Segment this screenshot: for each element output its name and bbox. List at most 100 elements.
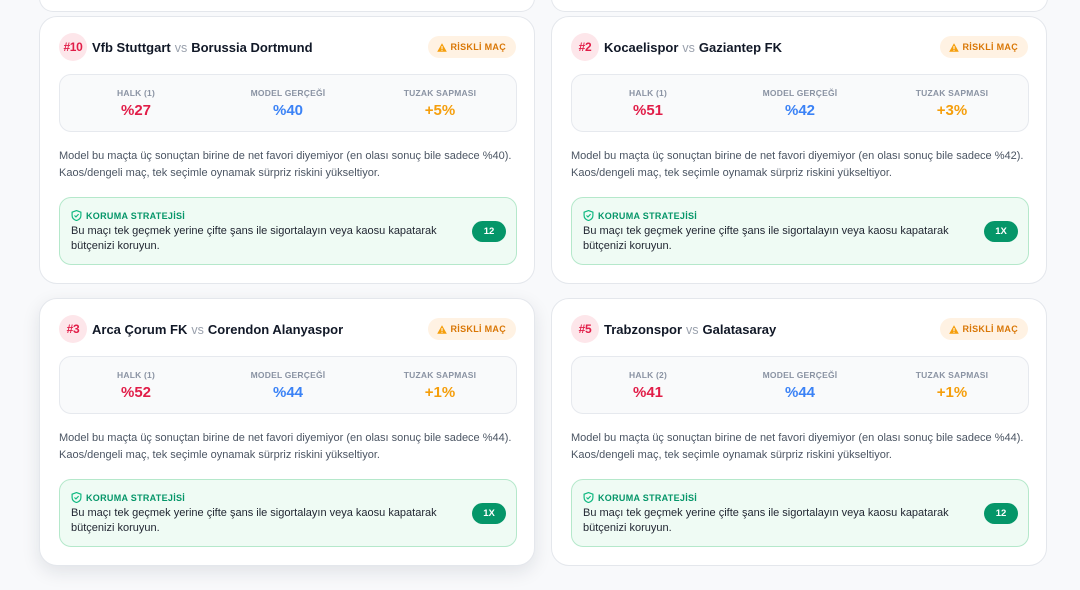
trap-label: TUZAK SAPMASI (403, 370, 477, 380)
vs-label: vs (682, 40, 695, 55)
risky-match-label: RİSKLİ MAÇ (962, 324, 1018, 334)
protection-title-label: KORUMA STRATEJİSİ (86, 492, 186, 503)
match-card[interactable]: #3 Arca Çorum FK vs Corendon Alanyaspor Rİ… (39, 298, 535, 566)
model-label: MODEL GERÇEĞİ (762, 88, 838, 98)
risky-match-badge: RİSKLİ MAÇ (427, 36, 516, 58)
trap-label: TUZAK SAPMASI (915, 88, 989, 98)
protection-title: KORUMA STRATEJİSİ (71, 210, 185, 221)
suggested-pick-badge[interactable]: 1X (472, 503, 506, 524)
away-team: Borussia Dortmund (191, 39, 313, 55)
model-stat: MODEL GERÇEĞİ %40 (212, 75, 364, 131)
protection-title: KORUMA STRATEJİSİ (583, 210, 697, 221)
protection-title-label: KORUMA STRATEJİSİ (598, 210, 698, 221)
public-value: %52 (120, 384, 152, 401)
home-team: Kocaelispor (604, 39, 679, 55)
trap-stat: TUZAK SAPMASI +1% (364, 357, 516, 413)
suggested-pick-badge[interactable]: 12 (472, 221, 506, 242)
protection-strategy: KORUMA STRATEJİSİ Bu maçı tek geçmek yer… (571, 197, 1029, 265)
model-label: MODEL GERÇEĞİ (250, 370, 326, 380)
match-header: #10 Vfb Stuttgart vs Borussia Dortmund RİS… (59, 33, 516, 61)
protection-text: Bu maçı tek geçmek yerine çifte şans ile… (71, 225, 437, 252)
suggested-pick-badge[interactable]: 12 (984, 503, 1018, 524)
public-value: %41 (632, 384, 664, 401)
model-stat: MODEL GERÇEĞİ %42 (724, 75, 876, 131)
protection-strategy: KORUMA STRATEJİSİ Bu maçı tek geçmek yer… (59, 479, 517, 547)
match-description: Model bu maçta üç sonuçtan birine de net… (59, 150, 512, 179)
risky-match-label: RİSKLİ MAÇ (962, 42, 1018, 52)
model-value: %44 (784, 384, 816, 401)
stats-panel: HALK (1) %52 MODEL GERÇEĞİ %44 TUZAK SAP… (59, 356, 517, 414)
shield-icon (583, 210, 594, 221)
model-value: %44 (272, 384, 304, 401)
risky-match-badge: RİSKLİ MAÇ (427, 318, 516, 340)
model-value: %40 (272, 102, 304, 119)
protection-text: Bu maçı tek geçmek yerine çifte şans ile… (583, 507, 949, 534)
warning-icon (948, 324, 959, 334)
match-title: Vfb Stuttgart vs Borussia Dortmund (92, 40, 313, 55)
public-value: %27 (120, 102, 152, 119)
vs-label: vs (686, 322, 699, 337)
stats-panel: HALK (1) %27 MODEL GERÇEĞİ %40 TUZAK SAP… (59, 74, 517, 132)
warning-icon (948, 42, 959, 52)
model-stat: MODEL GERÇEĞİ %44 (212, 357, 364, 413)
trap-value: +3% (936, 102, 968, 119)
rank-badge: #3 (59, 315, 87, 343)
warning-icon (436, 324, 447, 334)
risky-match-badge: RİSKLİ MAÇ (939, 318, 1028, 340)
public-value: %51 (632, 102, 664, 119)
shield-icon (583, 492, 594, 503)
vs-label: vs (174, 40, 188, 55)
suggested-pick-badge[interactable]: 1X (984, 221, 1018, 242)
match-description: Model bu maçta üç sonuçtan birine de net… (571, 432, 1024, 461)
risky-match-label: RİSKLİ MAÇ (450, 42, 506, 52)
warning-icon (436, 42, 447, 52)
match-header: #5 Trabzonspor vs Galatasaray RİSKLİ MAÇ (571, 315, 1028, 343)
protection-title: KORUMA STRATEJİSİ (583, 492, 697, 503)
protection-strategy: KORUMA STRATEJİSİ Bu maçı tek geçmek yer… (59, 197, 517, 265)
rank-badge: #5 (571, 315, 599, 343)
shield-icon (71, 492, 82, 503)
rank-badge: #10 (59, 33, 87, 61)
match-description: Model bu maçta üç sonuçtan birine de net… (59, 432, 512, 461)
public-stat: HALK (1) %27 (60, 75, 212, 131)
public-label: HALK (1) (117, 370, 155, 380)
model-label: MODEL GERÇEĞİ (762, 370, 838, 380)
away-team: Galatasaray (702, 321, 777, 337)
public-label: HALK (1) (629, 88, 667, 98)
home-team: Arca Çorum FK (92, 321, 188, 337)
public-stat: HALK (1) %52 (60, 357, 212, 413)
protection-title: KORUMA STRATEJİSİ (71, 492, 185, 503)
match-card[interactable]: #2 Kocaelispor vs Gaziantep FK RİSKLİ MAÇ … (551, 16, 1047, 284)
protection-title-label: KORUMA STRATEJİSİ (86, 210, 186, 221)
protection-title-label: KORUMA STRATEJİSİ (598, 492, 698, 503)
match-card[interactable]: #10 Vfb Stuttgart vs Borussia Dortmund RİS… (39, 16, 535, 284)
vs-label: vs (191, 322, 204, 337)
trap-stat: TUZAK SAPMASI +5% (364, 75, 516, 131)
card-top-right-partial (551, 0, 1048, 12)
trap-stat: TUZAK SAPMASI +1% (876, 357, 1028, 413)
trap-value: +1% (424, 384, 456, 401)
shield-icon (71, 210, 82, 221)
risky-match-label: RİSKLİ MAÇ (450, 324, 506, 334)
public-stat: HALK (2) %41 (572, 357, 724, 413)
card-top-left-partial (39, 0, 535, 12)
stats-panel: HALK (1) %51 MODEL GERÇEĞİ %42 TUZAK SAP… (571, 74, 1029, 132)
public-stat: HALK (1) %51 (572, 75, 724, 131)
trap-label: TUZAK SAPMASI (403, 88, 477, 98)
away-team: Gaziantep FK (698, 39, 782, 55)
match-card[interactable]: #5 Trabzonspor vs Galatasaray RİSKLİ MAÇ H… (551, 298, 1047, 566)
trap-label: TUZAK SAPMASI (915, 370, 989, 380)
model-stat: MODEL GERÇEĞİ %44 (724, 357, 876, 413)
protection-text: Bu maçı tek geçmek yerine çifte şans ile… (583, 225, 949, 252)
stats-panel: HALK (2) %41 MODEL GERÇEĞİ %44 TUZAK SAP… (571, 356, 1029, 414)
match-description: Model bu maçta üç sonuçtan birine de net… (571, 150, 1024, 179)
public-label: HALK (2) (629, 370, 667, 380)
match-header: #3 Arca Çorum FK vs Corendon Alanyaspor Rİ… (59, 315, 516, 343)
trap-value: +5% (424, 102, 456, 119)
protection-text: Bu maçı tek geçmek yerine çifte şans ile… (71, 507, 437, 534)
public-label: HALK (1) (117, 88, 155, 98)
away-team: Corendon Alanyaspor (207, 321, 344, 337)
match-title: Trabzonspor vs Galatasaray (604, 322, 776, 337)
home-team: Trabzonspor (604, 321, 683, 337)
risky-match-badge: RİSKLİ MAÇ (939, 36, 1028, 58)
